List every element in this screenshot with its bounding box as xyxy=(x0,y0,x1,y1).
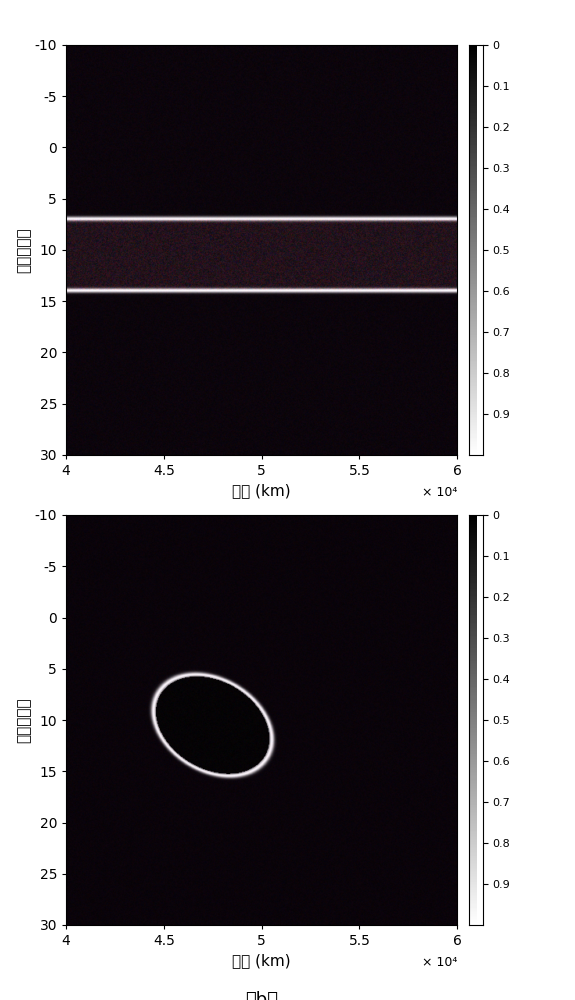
Text: × 10⁴: × 10⁴ xyxy=(421,486,457,499)
Text: × 10⁴: × 10⁴ xyxy=(421,956,457,969)
Text: （b）: （b） xyxy=(245,991,278,1000)
X-axis label: 距离 (km): 距离 (km) xyxy=(232,484,291,499)
Y-axis label: 角度（度）: 角度（度） xyxy=(17,227,32,273)
Text: （a）: （a） xyxy=(246,521,278,539)
X-axis label: 距离 (km): 距离 (km) xyxy=(232,954,291,969)
Y-axis label: 角度（度）: 角度（度） xyxy=(17,697,32,743)
